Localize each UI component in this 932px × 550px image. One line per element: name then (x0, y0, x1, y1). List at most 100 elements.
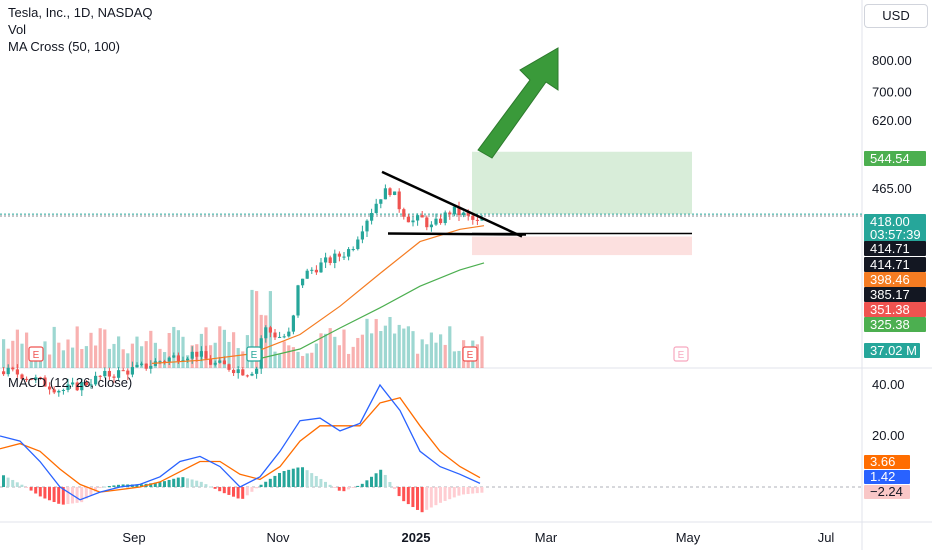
candle-body (75, 382, 79, 391)
macd-histogram-bar (264, 481, 268, 487)
legend-ma-cross[interactable]: MA Cross (50, 100) (8, 39, 120, 54)
volume-bar (402, 328, 406, 368)
legend-vol[interactable]: Vol (8, 22, 27, 37)
price-tag-label: 544.54 (870, 151, 910, 166)
macd-histogram-bar (153, 482, 157, 487)
macd-histogram-bar (255, 487, 258, 489)
candle-body (351, 249, 355, 251)
candle-body (232, 369, 236, 374)
macd-histogram-bar (480, 487, 484, 493)
earnings-marker-label: E (467, 350, 474, 361)
price-tag-label: 418.00 (870, 214, 910, 229)
macd-histogram-bar (176, 477, 180, 487)
candle-body (98, 375, 102, 377)
candle-body (149, 365, 153, 369)
macd-histogram-bar (2, 475, 5, 487)
candle-body (135, 364, 139, 368)
volume-bar (333, 336, 337, 368)
macd-histogram-bar (379, 469, 383, 487)
volume-bar (153, 342, 157, 368)
macd-histogram-bar (163, 481, 166, 487)
volume-bar (135, 336, 139, 368)
candle-body (425, 217, 429, 228)
macd-histogram-bar (15, 482, 19, 487)
macd-histogram-bar (6, 477, 10, 487)
candle-body (126, 370, 130, 375)
macd-histogram-bar (434, 487, 438, 506)
macd-histogram-bar (29, 487, 33, 491)
candles (2, 184, 484, 397)
macd-histogram-bar (89, 487, 93, 496)
volume-bar (347, 353, 351, 368)
macd-histogram-bar (34, 487, 38, 494)
macd-value-tag (864, 455, 910, 469)
price-tag (864, 302, 926, 317)
candle-body (429, 224, 433, 228)
volume-bar (94, 345, 98, 368)
legend-symbol[interactable]: Tesla, Inc., 1D, NASDAQ (8, 5, 153, 20)
volume-bar (181, 336, 185, 368)
macd-histogram-bar (342, 487, 346, 492)
macd-histogram-bar (388, 482, 392, 487)
candle-body (480, 218, 484, 221)
volume-bar (250, 289, 254, 368)
candle-body (103, 370, 107, 377)
candle-body (213, 362, 217, 365)
candle-body (204, 351, 208, 359)
candle-body (448, 212, 452, 215)
macd-histogram-bar (268, 478, 272, 487)
candle-body (186, 358, 190, 361)
volume-bar (448, 326, 452, 368)
target-zone (472, 151, 692, 215)
candle-body (94, 375, 98, 385)
candle-body (457, 206, 461, 216)
volume-bar (337, 345, 341, 368)
macd-histogram-bar (190, 479, 194, 487)
macd-histogram-bar (425, 487, 429, 510)
macd-histogram-bar (466, 487, 470, 495)
triangle-support-line (387, 232, 527, 236)
macd-histogram-bar (356, 485, 360, 487)
macd-histogram-bar (457, 487, 461, 496)
macd-histogram-bar (370, 476, 373, 487)
volume-bar (301, 355, 305, 368)
volume-bar (98, 328, 102, 368)
legend-macd[interactable]: MACD (12, 26, close) (8, 375, 133, 390)
macd-histogram-bar (406, 487, 410, 505)
macd-histogram-bar (121, 484, 125, 487)
candle-body (29, 378, 33, 380)
candle-body (374, 203, 378, 213)
volume-bar (255, 291, 259, 368)
candle-body (167, 357, 171, 362)
up-arrow (477, 47, 559, 159)
volume-bar (328, 328, 332, 368)
price-tag (864, 317, 926, 332)
price-tag-label: 414.71 (870, 241, 910, 256)
candle-body (89, 384, 93, 386)
volume-bar (314, 343, 318, 368)
macd-histogram-bar (112, 485, 116, 487)
macd-histogram-bar (259, 484, 263, 487)
candle-body (416, 215, 420, 221)
macd-histogram-bar (439, 487, 442, 503)
volume-bar (57, 342, 61, 368)
currency-button[interactable]: USD (864, 4, 928, 28)
candle-body (61, 389, 65, 391)
candle-body (337, 253, 341, 257)
volume-bar (213, 342, 217, 368)
candle-body (301, 278, 305, 286)
volume-bar (356, 337, 360, 368)
volume-bar (443, 344, 447, 368)
volume-bar (144, 341, 148, 368)
candle-body (218, 360, 222, 363)
macd-histogram-bar (462, 487, 465, 495)
candle-body (393, 191, 397, 195)
earnings-marker-label: E (251, 350, 258, 361)
candle-body (356, 239, 360, 250)
macd-histogram-bar (195, 480, 199, 487)
candle-body (296, 285, 300, 316)
candle-body (347, 249, 351, 257)
candle-body (383, 188, 387, 200)
price-tag (864, 151, 926, 166)
